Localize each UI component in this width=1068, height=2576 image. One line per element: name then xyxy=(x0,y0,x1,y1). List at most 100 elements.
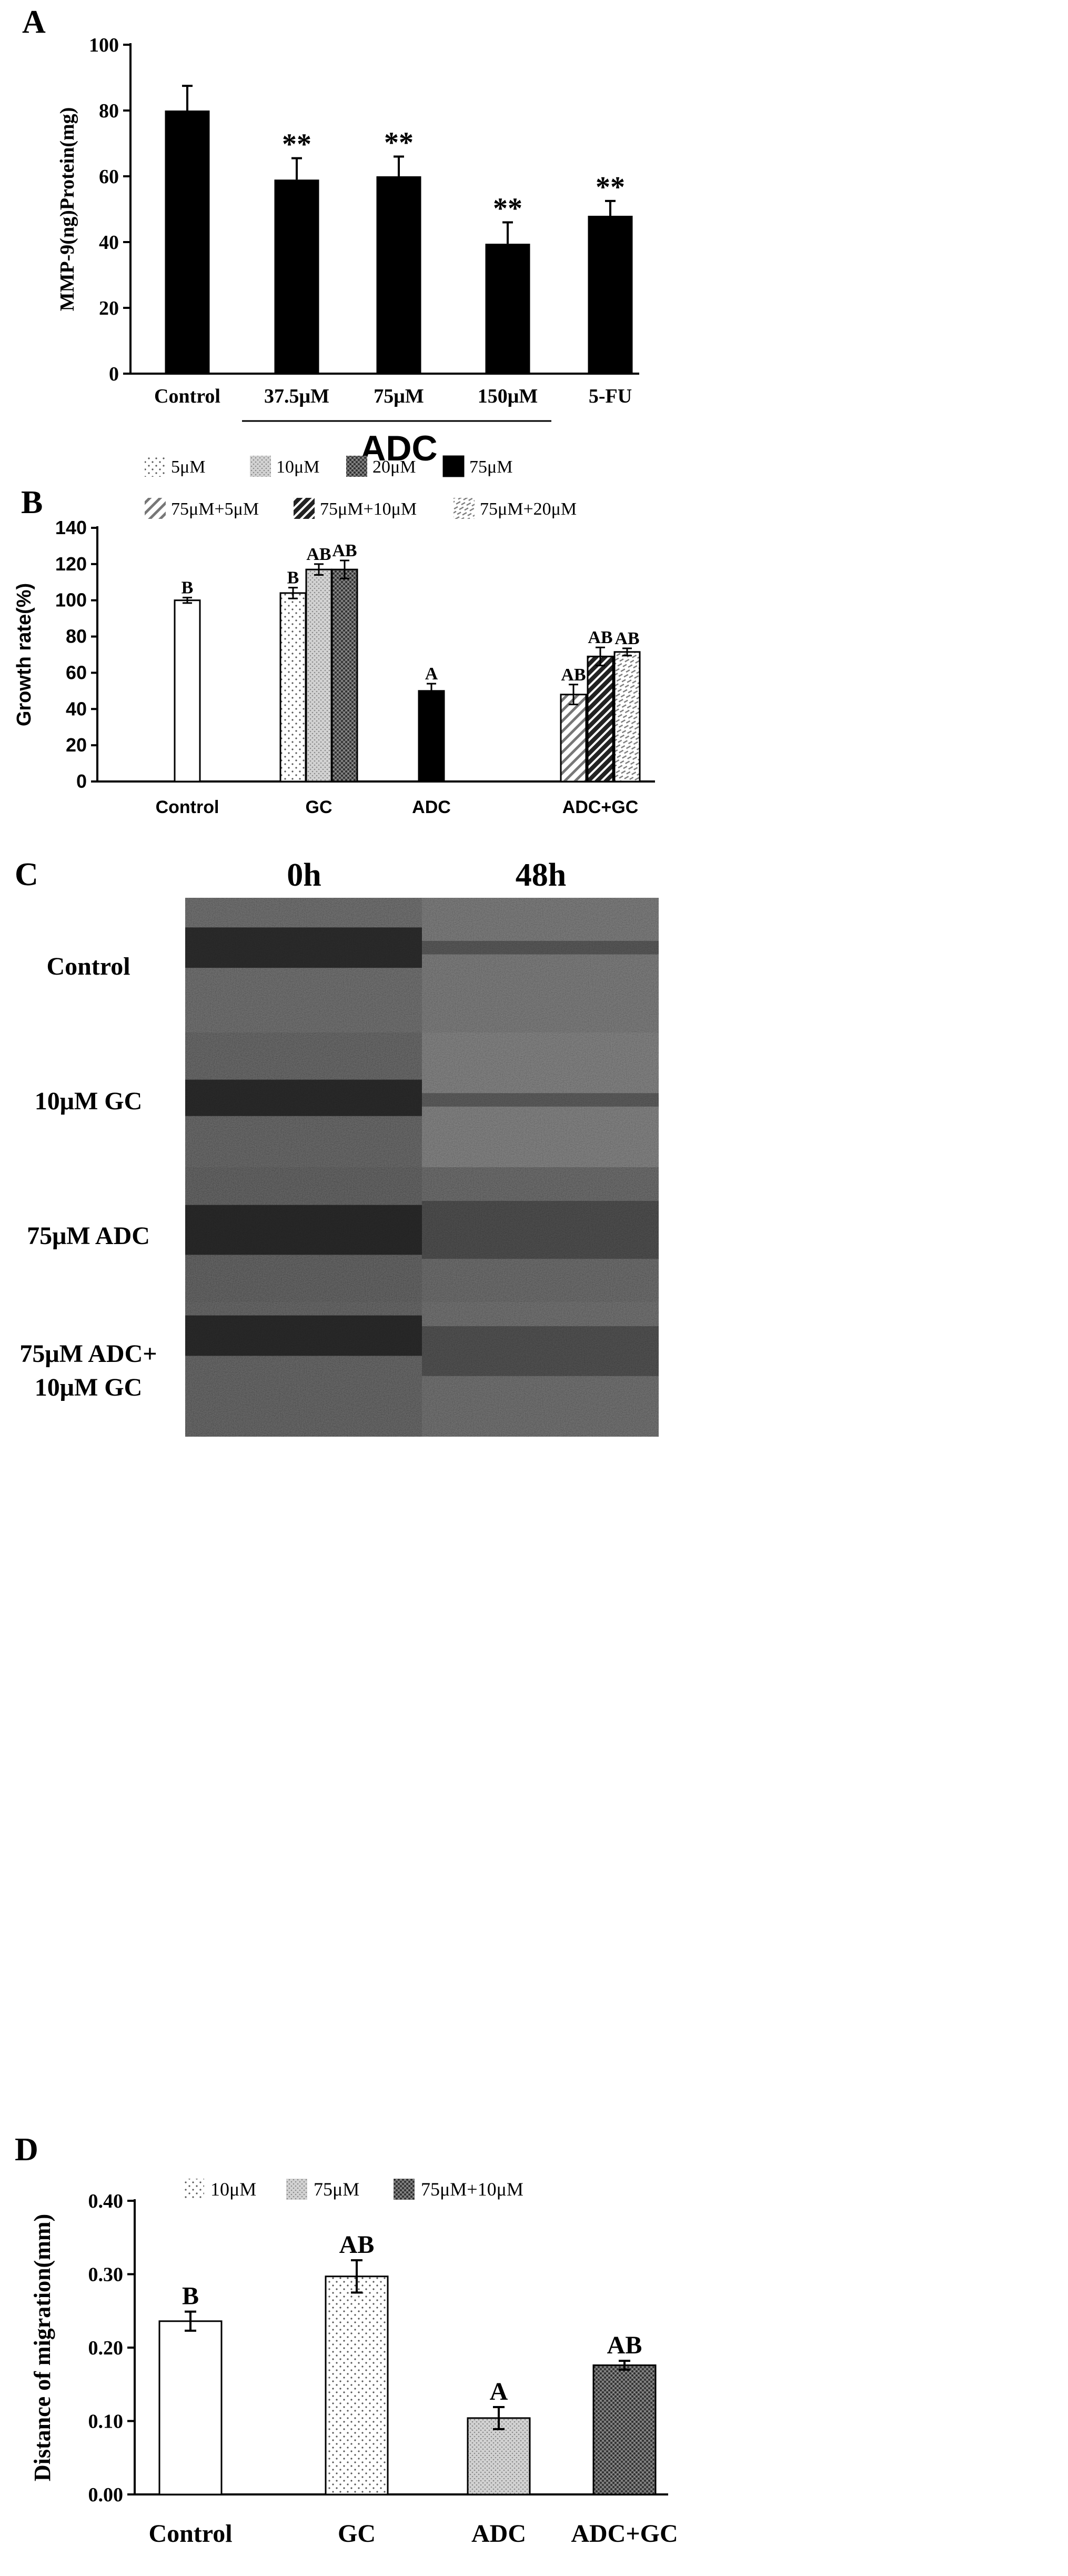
scratch-wound-band xyxy=(185,1315,422,1356)
significance-label: AB xyxy=(339,2231,375,2259)
micrograph-texture xyxy=(422,1033,659,1167)
significance-label: B xyxy=(182,578,194,598)
bar xyxy=(279,592,307,783)
y-tick-label: 40 xyxy=(99,232,119,254)
panel-letter-c: C xyxy=(15,857,38,893)
x-tick-label: Control xyxy=(154,385,220,407)
y-tick-label: 140 xyxy=(55,517,87,538)
legend-swatch xyxy=(145,456,166,477)
y-tick-label: 80 xyxy=(99,100,119,122)
scratch-wound-band xyxy=(422,940,659,955)
row-label: 75μM ADC xyxy=(27,1222,150,1250)
bar xyxy=(158,2320,223,2495)
x-tick-label: 37.5μM xyxy=(264,385,329,407)
x-tick-label: 75μM xyxy=(374,385,424,407)
y-tick-label: 0 xyxy=(76,770,87,792)
y-tick-label: 20 xyxy=(99,297,119,319)
significance-label: AB xyxy=(332,541,357,560)
row-label: 10μM GC xyxy=(35,1087,143,1115)
column-header: 0h xyxy=(287,857,321,893)
x-tick-label: Control xyxy=(148,2520,232,2548)
x-tick-label: ADC+GC xyxy=(571,2520,678,2548)
legend-swatch xyxy=(294,498,315,519)
significance-label: B xyxy=(287,568,299,588)
y-tick-label: 0.10 xyxy=(88,2411,124,2433)
y-tick-label: 40 xyxy=(66,698,87,719)
panel-a: A 0 20 40 60 80 100 MMP-9(ng)Protein(mg) Control… xyxy=(22,4,639,468)
bar xyxy=(613,651,641,783)
micrograph-texture xyxy=(422,1167,659,1302)
scratch-wound-band xyxy=(422,1093,659,1107)
y-axis-title: Growth rate(%) xyxy=(13,583,35,726)
bar xyxy=(274,179,319,374)
panel-letter-d: D xyxy=(15,2132,38,2168)
bar xyxy=(592,2364,657,2495)
significance-label: ** xyxy=(493,193,522,225)
scratch-wound-band xyxy=(422,1201,659,1259)
bar xyxy=(588,216,633,374)
bar xyxy=(467,2417,531,2495)
significance-label: ** xyxy=(282,128,311,161)
y-tick-label: 60 xyxy=(66,661,87,683)
panel-b: B 5μM 10μM 20μM 75μM 75μM+5μM 75μM+10μM 75μM+20… xyxy=(13,455,655,817)
significance-label: A xyxy=(425,664,438,684)
column-header: 48h xyxy=(516,857,566,893)
legend-swatch xyxy=(454,498,475,519)
bar xyxy=(418,690,445,783)
scratch-wound-band xyxy=(185,927,422,968)
y-tick-label: 100 xyxy=(55,589,87,611)
panel-letter-a: A xyxy=(22,4,46,40)
significance-label: AB xyxy=(306,545,331,564)
y-tick-label: 0 xyxy=(109,363,119,385)
y-tick-label: 100 xyxy=(89,34,119,56)
y-tick-label: 120 xyxy=(55,553,87,575)
x-tick-label: GC xyxy=(306,797,333,817)
legend-swatch xyxy=(250,456,271,477)
significance-label: AB xyxy=(614,629,639,648)
legend-label: 10μM xyxy=(276,457,319,477)
bar xyxy=(560,694,587,783)
panel-c: C 0h 48h Control 10μM GC 75μM ADC 75μM ADC+ 10μ… xyxy=(15,857,659,1437)
y-tick-label: 0.00 xyxy=(88,2484,124,2506)
legend-label: 75μM xyxy=(469,457,512,477)
x-tick-label: 5-FU xyxy=(589,385,632,407)
row-label: 75μM ADC+ xyxy=(19,1340,157,1368)
legend-label: 10μM xyxy=(210,2179,256,2200)
row-label: 10μM GC xyxy=(35,1374,143,1401)
legend-label: 75μM+10μM xyxy=(320,499,417,519)
scratch-wound-band xyxy=(422,1326,659,1376)
panel-d: D 10μM 75μM 75μM+10μM 0.00 0.10 0.20 0.30 0.40 Di… xyxy=(15,2132,678,2548)
x-tick-label: ADC+GC xyxy=(562,797,639,817)
micrograph-texture xyxy=(422,1302,659,1437)
legend-swatch xyxy=(394,2179,415,2200)
legend-swatch xyxy=(183,2179,204,2200)
legend-label: 75μM+20μM xyxy=(480,499,577,519)
legend-swatch xyxy=(286,2179,307,2200)
group-label: ADC xyxy=(360,428,437,468)
x-tick-label: ADC xyxy=(471,2520,526,2548)
bar xyxy=(331,568,358,783)
y-axis-title: Distance of migration(mm) xyxy=(29,2214,55,2481)
scratch-wound-band xyxy=(185,1079,422,1116)
bar xyxy=(325,2276,389,2495)
bar xyxy=(305,568,333,783)
legend-label: 75μM xyxy=(314,2179,359,2200)
legend-label: 5μM xyxy=(171,457,205,477)
bar xyxy=(587,655,614,783)
bar xyxy=(165,111,210,374)
significance-label: ** xyxy=(384,127,414,159)
y-tick-label: 80 xyxy=(66,626,87,647)
bar xyxy=(174,599,201,783)
y-axis-title: MMP-9(ng)Protein(mg) xyxy=(56,107,78,312)
significance-label: A xyxy=(490,2378,508,2405)
legend-swatch xyxy=(442,455,465,477)
y-tick-label: 0.20 xyxy=(88,2337,124,2359)
y-tick-label: 0.30 xyxy=(88,2264,124,2286)
legend-label: 75μM+5μM xyxy=(171,499,259,519)
bar xyxy=(485,244,530,374)
row-label: Control xyxy=(46,953,130,980)
significance-label: AB xyxy=(588,628,612,647)
legend-swatch xyxy=(346,456,367,477)
x-tick-label: Control xyxy=(156,797,219,817)
